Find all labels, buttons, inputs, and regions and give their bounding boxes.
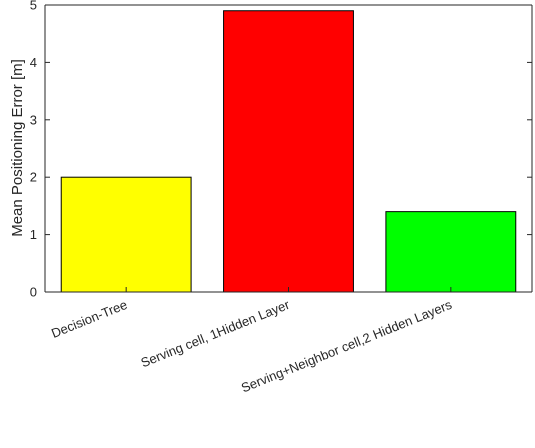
y-tick-label: 1: [30, 227, 37, 242]
x-tick-label: Serving cell, 1Hidden Layer: [139, 297, 293, 371]
y-tick-label: 4: [30, 55, 37, 70]
bar-3: [385, 211, 517, 293]
y-ticks-group: 0 1 2 3 4 5: [30, 0, 532, 300]
bars-group: [60, 10, 517, 293]
bar-1: [60, 176, 192, 293]
y-tick-label: 2: [30, 170, 37, 185]
y-tick-label: 5: [30, 0, 37, 13]
y-tick-label: 3: [30, 112, 37, 127]
x-labels-group: Decision-Tree Serving cell, 1Hidden Layer…: [49, 297, 454, 396]
y-axis-title: Mean Positioning Error [m]: [9, 59, 26, 237]
x-tick-label: Decision-Tree: [49, 297, 129, 341]
y-tick-label: 0: [30, 285, 37, 300]
bar-2: [223, 10, 354, 293]
